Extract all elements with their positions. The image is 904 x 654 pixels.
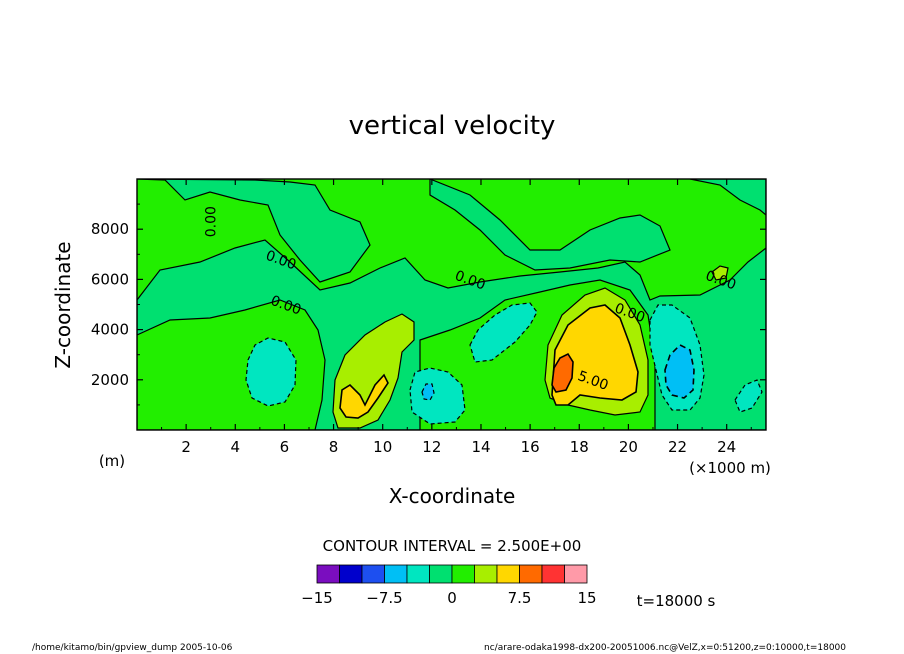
colorbar-swatch <box>316 564 340 584</box>
contour-label: 0.00 <box>204 206 220 237</box>
colorbar-swatch <box>564 564 588 584</box>
colorbar-tick-label: 7.5 <box>508 589 532 607</box>
field-band-7p5-core <box>551 352 574 393</box>
colorbar-swatch <box>451 564 475 584</box>
x-tick-label: 24 <box>717 438 736 456</box>
y-axis-label: Z-coordinate <box>51 241 75 368</box>
x-unit-label: (×1000 m) <box>689 459 771 477</box>
x-tick-label: 6 <box>280 438 290 456</box>
x-axis-label: X-coordinate <box>389 484 516 508</box>
y-tick-label: 2000 <box>91 371 129 389</box>
x-tick-label: 8 <box>329 438 339 456</box>
x-tick-label: 22 <box>668 438 687 456</box>
colorbar-swatch <box>384 564 408 584</box>
field-zero-band-top <box>429 179 671 271</box>
contour-fields <box>137 179 766 430</box>
colorbar-swatch <box>429 564 453 584</box>
x-tick-label: 16 <box>521 438 540 456</box>
colorbar-swatch <box>519 564 543 584</box>
colorbar-tick-label: −15 <box>301 589 333 607</box>
colorbar-swatch <box>361 564 385 584</box>
footer-left: /home/kitamo/bin/gpview_dump 2005-10-06 <box>32 643 233 653</box>
chart-title: vertical velocity <box>349 111 556 141</box>
field-band-neg-2p5-right <box>664 344 695 399</box>
field-negative-center <box>469 302 538 363</box>
colorbar-tick-label: 0 <box>447 589 457 607</box>
colorbar-swatch <box>474 564 498 584</box>
field-band-5-center <box>551 304 639 406</box>
colorbar-tick-label: 15 <box>577 589 596 607</box>
field-zero-band-left <box>137 179 371 283</box>
y-tick-label: 6000 <box>91 270 129 288</box>
colorbar-tick-label: −7.5 <box>366 589 402 607</box>
field-band-5-left <box>339 373 389 419</box>
x-tick-label: 18 <box>570 438 589 456</box>
x-tick-label: 14 <box>471 438 490 456</box>
x-tick-label: 4 <box>231 438 241 456</box>
x-axis: 2 4 6 8 10 12 14 16 18 20 22 24 <box>161 179 752 456</box>
field-negative-mid <box>409 367 466 425</box>
colorbar-swatch <box>339 564 363 584</box>
colorbar-swatch <box>541 564 565 584</box>
x-tick-label: 20 <box>619 438 638 456</box>
field-negative-right-edge <box>734 379 763 413</box>
field-band-neg-2p5-mid <box>421 383 435 401</box>
x-tick-label: 2 <box>181 438 191 456</box>
y-unit-label: (m) <box>99 452 125 470</box>
field-negative-left <box>245 337 297 407</box>
y-axis: 2000 4000 6000 8000 <box>91 203 766 406</box>
colorbar: −15 −7.5 0 7.5 15 <box>301 564 597 607</box>
colorbar-swatch <box>496 564 520 584</box>
field-zero-band-right <box>689 179 766 216</box>
y-tick-label: 8000 <box>91 220 129 238</box>
colorbar-swatch <box>406 564 430 584</box>
x-tick-label: 10 <box>373 438 392 456</box>
contour-interval-text: CONTOUR INTERVAL = 2.500E+00 <box>323 537 582 555</box>
field-patch-right <box>711 265 729 281</box>
x-tick-label: 12 <box>422 438 441 456</box>
time-label: t=18000 s <box>637 592 716 610</box>
y-tick-label: 4000 <box>91 321 129 339</box>
footer-right: nc/arare-odaka1998-dx200-20051006.nc@Vel… <box>484 643 846 653</box>
